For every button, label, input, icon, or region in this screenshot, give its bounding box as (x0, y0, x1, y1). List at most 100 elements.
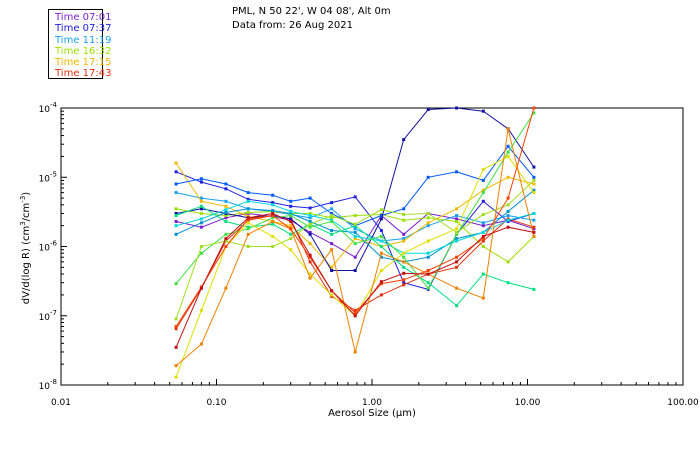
legend-entry: Time 17:15 (55, 57, 112, 69)
data-point (481, 237, 485, 241)
data-point (174, 345, 178, 349)
data-point (246, 221, 250, 225)
series-line (176, 107, 535, 271)
data-point (353, 234, 357, 238)
data-point (330, 207, 334, 211)
data-point (353, 214, 357, 217)
data-point (289, 212, 293, 215)
data-point (455, 237, 459, 241)
data-point (426, 224, 430, 228)
data-point (174, 317, 178, 321)
data-point (402, 232, 406, 236)
data-point (199, 221, 203, 225)
data-point (199, 225, 203, 229)
series-line (175, 205, 535, 307)
data-point (506, 150, 510, 154)
y-tick-label: 10-6 (39, 240, 58, 254)
data-point (308, 253, 312, 257)
data-point (330, 216, 334, 220)
data-point (330, 232, 334, 236)
data-point (308, 230, 312, 234)
data-point (308, 260, 312, 264)
data-point (353, 227, 357, 231)
data-point (379, 234, 383, 238)
data-point (426, 239, 430, 243)
data-point (426, 251, 430, 255)
data-point (289, 210, 293, 213)
data-point (174, 224, 178, 228)
data-point (308, 232, 312, 236)
x-tick-label: 1.00 (362, 398, 382, 408)
x-axis-label: Aerosol Size (μm) (328, 408, 416, 419)
data-point (481, 224, 485, 228)
data-point (379, 280, 383, 284)
series-line (175, 212, 534, 348)
data-point (455, 227, 459, 231)
data-point (246, 191, 250, 195)
data-point (506, 281, 510, 285)
data-point (246, 225, 250, 229)
data-point (308, 212, 312, 215)
y-tick-label: 10-7 (39, 309, 57, 323)
series-line (175, 107, 535, 327)
data-point (379, 208, 383, 212)
data-point (506, 218, 510, 222)
data-point (308, 276, 312, 280)
data-point (402, 281, 406, 285)
data-point (174, 170, 178, 174)
data-point (224, 237, 228, 241)
data-point (174, 207, 178, 211)
data-point (224, 204, 228, 208)
data-point (224, 208, 228, 212)
data-point (199, 217, 203, 221)
x-tick-label: 0.01 (51, 398, 71, 408)
data-point (481, 296, 485, 300)
data-point (481, 234, 485, 238)
data-point (402, 213, 406, 216)
data-point (330, 201, 334, 205)
data-point (353, 222, 357, 226)
data-point (271, 203, 275, 207)
data-point (330, 220, 334, 223)
data-point (330, 229, 334, 232)
data-point (426, 255, 430, 259)
data-point (308, 225, 312, 229)
data-point (308, 255, 312, 259)
data-point (426, 175, 430, 179)
y-tick-label: 10-4 (39, 101, 58, 115)
data-point (426, 221, 430, 225)
chart-header: PML, N 50 22', W 04 08', Alt 0m Data fro… (232, 5, 391, 32)
data-point (330, 289, 334, 293)
y-tick-label: 10-5 (39, 170, 57, 184)
data-point (455, 214, 459, 217)
data-point (289, 224, 293, 228)
data-point (353, 255, 357, 259)
data-point (455, 239, 459, 243)
data-point (330, 214, 334, 217)
data-point (455, 265, 459, 269)
legend-entry: Time 07:01 (55, 12, 112, 23)
data-point (224, 187, 228, 191)
x-tick-label: 0.10 (206, 398, 226, 408)
data-point (379, 229, 383, 232)
data-point (289, 227, 293, 231)
series-line (176, 208, 535, 263)
series-line (175, 200, 535, 254)
data-point (402, 260, 406, 264)
data-point (199, 207, 203, 211)
data-point (174, 375, 178, 379)
y-axis-label: dV/d(log R) (cm3/cm-3) (19, 192, 32, 304)
data-point (199, 199, 203, 203)
data-point (224, 199, 228, 203)
data-point (174, 214, 178, 217)
data-point (289, 217, 293, 221)
x-tick-label: 100.00 (667, 398, 699, 408)
data-point (174, 220, 178, 223)
data-point (481, 178, 485, 182)
data-point (308, 216, 312, 220)
data-point (199, 308, 203, 312)
data-point (481, 199, 485, 203)
data-point (246, 199, 250, 203)
tick-layer: 0.01 0.10 1.00 10.00 100.00 10-8 10-7 10-6 10-5 1… (39, 101, 699, 408)
